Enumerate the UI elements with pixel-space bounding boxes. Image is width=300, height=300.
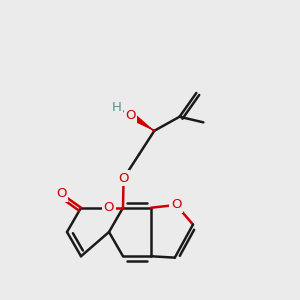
Text: O: O — [125, 109, 136, 122]
Text: O: O — [104, 201, 114, 214]
Text: H: H — [112, 101, 122, 114]
Text: O: O — [56, 187, 67, 200]
Text: O: O — [171, 199, 181, 212]
Polygon shape — [129, 112, 155, 131]
Text: O: O — [118, 172, 129, 185]
